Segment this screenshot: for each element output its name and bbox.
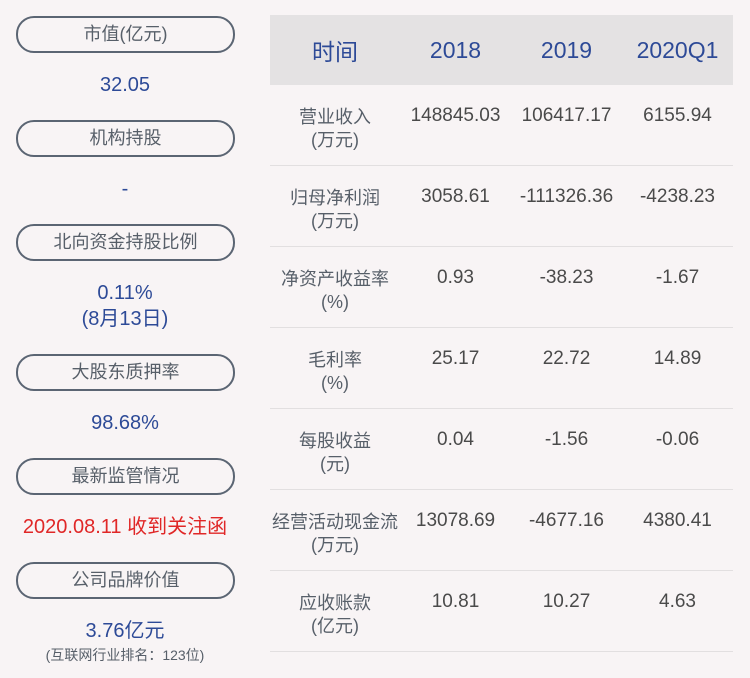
northbound-ratio-value: 0.11%: [97, 282, 153, 304]
row-label: 每股收益 (元): [270, 409, 400, 489]
metric-name: 每股收益: [299, 431, 371, 451]
row-label: 经营活动现金流 (万元): [270, 490, 400, 570]
table-cell: 106417.17: [521, 105, 612, 126]
table-row: 经营活动现金流 (万元) 13078.69 -4677.16 4380.41: [270, 490, 733, 571]
financial-table: 时间 2018 2019 2020Q1 营业收入 (万元) 148845.03 1…: [270, 15, 733, 652]
metric-name: 经营活动现金流: [272, 512, 398, 532]
metric-name: 营业收入: [299, 107, 371, 127]
metric-unit: (%): [321, 373, 349, 393]
header-time: 时间: [312, 39, 358, 65]
pledge-ratio-label: 大股东质押率: [16, 354, 235, 391]
northbound-ratio-date: (8月13日): [81, 308, 169, 330]
institutional-holding-value: -: [121, 178, 129, 200]
table-cell: -4238.23: [639, 186, 715, 207]
table-cell: 0.04: [437, 429, 474, 450]
metric-name: 归母净利润: [290, 188, 380, 208]
metric-name: 毛利率: [308, 350, 362, 370]
regulatory-status-value: 2020.08.11 收到关注函: [22, 516, 228, 538]
brand-value-value: 3.76亿元: [85, 620, 165, 642]
table-cell: -1.56: [544, 429, 589, 450]
table-cell: 4380.41: [643, 510, 712, 531]
row-label: 应收账款 (亿元): [270, 571, 400, 651]
table-cell: 148845.03: [410, 105, 501, 126]
metric-unit: (元): [320, 454, 350, 474]
row-label: 毛利率 (%): [270, 328, 400, 408]
row-label: 营业收入 (万元): [270, 85, 400, 165]
table-row: 归母净利润 (万元) 3058.61 -111326.36 -4238.23: [270, 166, 733, 247]
metric-name: 净资产收益率: [281, 269, 389, 289]
header-2019: 2019: [540, 36, 593, 63]
table-cell: 4.63: [659, 591, 696, 612]
table-cell: -0.06: [655, 429, 700, 450]
metric-name: 应收账款: [299, 593, 371, 613]
brand-value-label: 公司品牌价值: [16, 562, 235, 599]
table-cell: 6155.94: [643, 105, 712, 126]
header-2018: 2018: [429, 36, 482, 63]
market-cap-label: 市值(亿元): [16, 16, 235, 53]
table-cell: 10.27: [542, 591, 591, 612]
header-2020q1: 2020Q1: [636, 36, 719, 63]
metric-unit: (%): [321, 292, 349, 312]
table-row: 净资产收益率 (%) 0.93 -38.23 -1.67: [270, 247, 733, 328]
table-cell: 25.17: [431, 348, 480, 369]
metric-unit: (万元): [311, 535, 359, 555]
table-cell: -38.23: [539, 267, 594, 288]
metric-unit: (亿元): [311, 616, 359, 636]
table-cell: -1.67: [655, 267, 700, 288]
table-cell: -4677.16: [528, 510, 604, 531]
row-label: 净资产收益率 (%): [270, 247, 400, 327]
table-cell: 22.72: [542, 348, 591, 369]
metric-unit: (万元): [311, 211, 359, 231]
table-cell: 0.93: [437, 267, 474, 288]
metric-unit: (万元): [311, 130, 359, 150]
table-cell: 14.89: [653, 348, 702, 369]
table-cell: 13078.69: [415, 510, 496, 531]
table-cell: 10.81: [431, 591, 480, 612]
table-cell: 3058.61: [421, 186, 490, 207]
table-row: 应收账款 (亿元) 10.81 10.27 4.63: [270, 571, 733, 652]
table-row: 毛利率 (%) 25.17 22.72 14.89: [270, 328, 733, 409]
table-cell: -111326.36: [519, 186, 614, 207]
table-row: 每股收益 (元) 0.04 -1.56 -0.06: [270, 409, 733, 490]
northbound-ratio-label: 北向资金持股比例: [16, 224, 235, 261]
institutional-holding-label: 机构持股: [16, 120, 235, 157]
market-cap-value: 32.05: [99, 74, 151, 96]
regulatory-status-label: 最新监管情况: [16, 458, 235, 495]
table-header: 时间 2018 2019 2020Q1: [270, 15, 733, 85]
table-row: 营业收入 (万元) 148845.03 106417.17 6155.94: [270, 85, 733, 166]
pledge-ratio-value: 98.68%: [91, 412, 159, 434]
row-label: 归母净利润 (万元): [270, 166, 400, 246]
brand-value-rank-note: (互联网行业排名：123位): [45, 647, 205, 663]
